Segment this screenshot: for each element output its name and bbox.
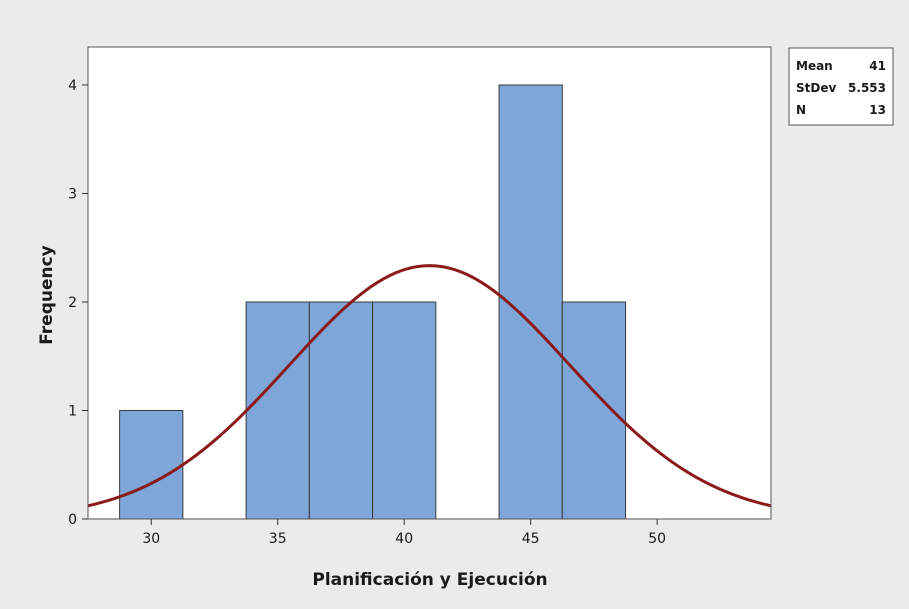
legend-mean-label: Mean <box>796 59 833 73</box>
legend-stdev-label: StDev <box>796 81 836 95</box>
x-tick-label: 35 <box>269 531 287 547</box>
bars-group <box>119 84 627 520</box>
legend-frame <box>788 47 894 126</box>
x-tick-label: 50 <box>648 531 666 547</box>
plot-frame <box>87 46 772 520</box>
histogram-bar <box>245 301 310 520</box>
x-tick-label: 40 <box>395 531 413 547</box>
legend-stdev-value: 5.553 <box>848 81 886 95</box>
histogram-bar <box>308 301 374 520</box>
y-tick-label: 4 <box>68 78 77 94</box>
x-axis: 30 35 40 45 50 <box>142 519 666 547</box>
y-axis-title: Frequency <box>37 245 57 345</box>
y-tick-label: 2 <box>68 295 77 311</box>
x-tick-label: 30 <box>142 531 160 547</box>
y-tick-label: 3 <box>68 186 77 202</box>
x-axis-title: Planificación y Ejecución <box>312 570 547 590</box>
legend-n-value: 13 <box>869 103 886 117</box>
histogram-bar <box>372 301 437 520</box>
histogram-bar <box>561 301 627 520</box>
histogram-bar <box>119 409 184 520</box>
y-tick-label: 0 <box>68 512 77 528</box>
legend-mean-value: 41 <box>869 59 886 73</box>
legend-n-label: N <box>796 103 806 117</box>
legend: Mean 41 StDev 5.553 N 13 <box>788 47 894 126</box>
normal-fit-curve <box>87 264 772 508</box>
x-tick-label: 45 <box>522 531 540 547</box>
y-tick-label: 1 <box>68 403 77 419</box>
y-axis: 0 1 2 3 4 <box>68 78 88 528</box>
